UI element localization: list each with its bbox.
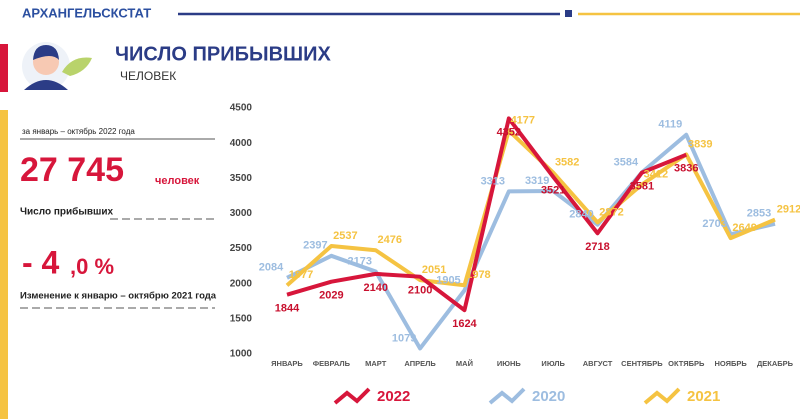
y-tick-label: 1000 xyxy=(230,349,253,360)
x-tick-label: МАЙ xyxy=(456,359,473,368)
data-label: 3581 xyxy=(630,180,654,192)
data-label: 1977 xyxy=(289,269,313,281)
period-label: за январь – октябрь 2022 года xyxy=(22,127,135,136)
x-tick-label: ФЕВРАЛЬ xyxy=(313,359,351,368)
x-tick-label: АПРЕЛЬ xyxy=(404,359,436,368)
x-tick-label: ЯНВАРЬ xyxy=(271,359,303,368)
x-tick-label: ДЕКАБРЬ xyxy=(757,359,794,368)
data-label: 2840 xyxy=(569,209,593,221)
data-label: 2397 xyxy=(303,240,327,252)
data-label: 3313 xyxy=(481,175,505,187)
data-label: 2051 xyxy=(422,264,446,276)
x-tick-label: СЕНТЯБРЬ xyxy=(621,359,663,368)
data-label: 4352 xyxy=(497,126,521,138)
data-label: 3521 xyxy=(541,185,565,197)
chart-title: ЧИСЛО ПРИБЫВШИХ xyxy=(115,43,331,65)
legend-label: 2021 xyxy=(687,388,720,405)
avatar-icon xyxy=(22,42,92,90)
y-tick-label: 3500 xyxy=(230,173,253,184)
data-label: 2703 xyxy=(702,218,726,230)
x-tick-label: НОЯБРЬ xyxy=(714,359,747,368)
data-label: 2718 xyxy=(585,241,609,253)
x-tick-label: ОКТЯБРЬ xyxy=(668,359,705,368)
x-tick-label: ИЮЛЬ xyxy=(541,359,565,368)
data-label: 3582 xyxy=(555,156,579,168)
total-unit: человек xyxy=(155,175,200,187)
x-tick-label: ИЮНЬ xyxy=(497,359,522,368)
y-tick-label: 1500 xyxy=(230,313,253,324)
y-tick-label: 2500 xyxy=(230,243,253,254)
series-line xyxy=(286,116,688,313)
data-label: 2100 xyxy=(408,285,432,297)
accent-bar xyxy=(0,110,8,419)
legend-label: 2020 xyxy=(532,388,565,405)
legend-icon xyxy=(333,387,371,405)
org-name: АРХАНГЕЛЬСКСТАТ xyxy=(22,5,151,20)
data-label: 2537 xyxy=(333,230,357,242)
data-label: 1978 xyxy=(466,269,490,281)
chart-subtitle: ЧЕЛОВЕК xyxy=(120,69,176,83)
change-value-decimal: ,0 % xyxy=(70,254,114,279)
data-label: 1079 xyxy=(392,332,416,344)
y-tick-label: 4000 xyxy=(230,138,253,149)
data-label: 3584 xyxy=(614,156,639,168)
data-label: 3319 xyxy=(525,175,549,187)
series-line xyxy=(285,128,776,288)
change-value: - 4 xyxy=(22,244,60,280)
data-label: 4119 xyxy=(658,119,682,131)
data-label: 1624 xyxy=(452,318,477,330)
series-line xyxy=(286,132,776,351)
data-label: 1905 xyxy=(436,274,460,286)
x-tick-label: МАРТ xyxy=(365,359,387,368)
data-label: 4177 xyxy=(511,115,535,127)
legend-icon xyxy=(643,387,681,405)
y-tick-label: 2000 xyxy=(230,278,253,289)
data-label: 2912 xyxy=(777,204,800,216)
legend-label: 2022 xyxy=(377,388,410,405)
header-square xyxy=(565,10,572,17)
data-label: 2140 xyxy=(363,282,387,294)
total-caption: Число прибывших xyxy=(20,206,113,218)
data-label: 2872 xyxy=(599,206,623,218)
legend-icon xyxy=(488,387,526,405)
data-label: 2029 xyxy=(319,290,343,302)
data-label: 2173 xyxy=(347,255,371,267)
data-label: 2853 xyxy=(747,208,771,220)
data-label: 2476 xyxy=(377,234,401,246)
data-label: 3836 xyxy=(674,163,698,175)
data-label: 3412 xyxy=(644,168,668,180)
data-label: 2649 xyxy=(732,222,756,234)
data-label: 1844 xyxy=(275,303,300,315)
accent-bar xyxy=(0,44,8,92)
y-tick-label: 4500 xyxy=(230,103,253,114)
x-tick-label: АВГУСТ xyxy=(583,359,613,368)
total-value: 27 745 xyxy=(20,151,124,189)
data-label: 3839 xyxy=(688,138,712,150)
y-tick-label: 3000 xyxy=(230,208,253,219)
change-caption: Изменение к январю – октябрю 2021 года xyxy=(20,291,217,302)
data-label: 2084 xyxy=(259,262,284,274)
